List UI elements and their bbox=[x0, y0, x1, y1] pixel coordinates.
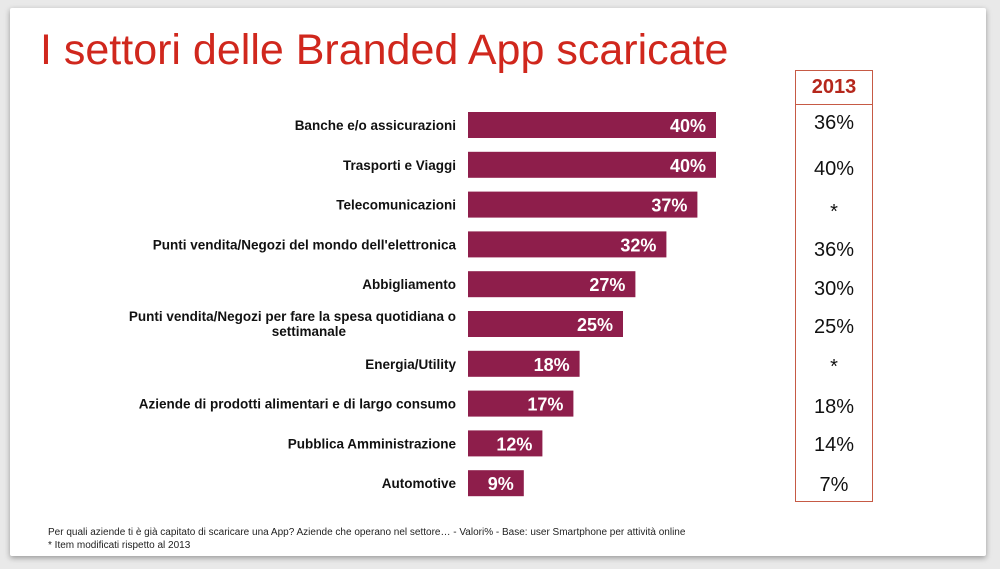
category-label-8: Pubblica Amministrazione bbox=[288, 436, 457, 451]
comparison-value-1: 40% bbox=[813, 158, 855, 180]
comparison-value-6: * bbox=[830, 356, 838, 378]
bar-1 bbox=[468, 151, 716, 178]
comparison-value-2: * bbox=[830, 201, 838, 223]
footnote-question: Per quali aziende ti è già capitato di s… bbox=[48, 527, 686, 538]
category-label-6: Energia/Utility bbox=[365, 357, 456, 372]
bar-4 bbox=[468, 271, 636, 298]
comparison-value-9: 7% bbox=[819, 474, 849, 496]
category-label-0: Banche e/o assicurazioni bbox=[295, 118, 456, 133]
bar-value-label-1: 40% bbox=[670, 156, 706, 176]
page-title: I settori delle Branded App scaricate bbox=[40, 26, 729, 74]
bar-8 bbox=[468, 430, 543, 457]
comparison-value-8: 14% bbox=[813, 434, 855, 456]
bar-value-label-0: 40% bbox=[670, 116, 706, 136]
category-label-4: Abbigliamento bbox=[362, 277, 456, 292]
bar-value-label-2: 37% bbox=[651, 196, 687, 216]
bar-6 bbox=[468, 350, 580, 377]
bar-value-label-9: 9% bbox=[488, 474, 514, 494]
bar-3 bbox=[468, 231, 667, 258]
bar-5 bbox=[468, 311, 623, 337]
category-label-9: Automotive bbox=[382, 476, 457, 491]
bar-value-label-3: 32% bbox=[620, 235, 656, 255]
comparison-box bbox=[795, 70, 873, 502]
comparison-value-0: 36% bbox=[813, 112, 855, 134]
bar-0 bbox=[468, 112, 716, 138]
footnote-modified-items: * Item modificati rispetto al 2013 bbox=[48, 540, 191, 551]
slide: I settori delle Branded App scaricate 40… bbox=[10, 8, 986, 556]
category-label-7: Aziende di prodotti alimentari e di larg… bbox=[139, 397, 456, 412]
category-label-5: Punti vendita/Negozi per fare la spesa q… bbox=[129, 309, 456, 339]
category-label-3: Punti vendita/Negozi del mondo dell'elet… bbox=[153, 237, 457, 252]
category-label-2: Telecomunicazioni bbox=[336, 198, 456, 213]
bar-value-label-7: 17% bbox=[527, 395, 563, 415]
comparison-value-4: 30% bbox=[813, 278, 855, 300]
category-label-1: Trasporti e Viaggi bbox=[343, 158, 456, 173]
comparison-value-3: 36% bbox=[813, 239, 855, 261]
comparison-value-5: 25% bbox=[813, 316, 855, 338]
bar-value-label-8: 12% bbox=[496, 434, 532, 454]
bar-9 bbox=[468, 470, 524, 497]
comparison-value-7: 18% bbox=[813, 396, 855, 418]
bar-value-label-4: 27% bbox=[589, 275, 625, 295]
bar-2 bbox=[468, 191, 698, 218]
comparison-header: 2013 bbox=[795, 70, 873, 105]
bar-value-label-5: 25% bbox=[577, 315, 613, 335]
bar-7 bbox=[468, 390, 574, 417]
bar-chart: 40% Banche e/o assicurazioni 40% Trasporti … bbox=[129, 112, 716, 497]
bar-value-label-6: 18% bbox=[534, 355, 570, 375]
